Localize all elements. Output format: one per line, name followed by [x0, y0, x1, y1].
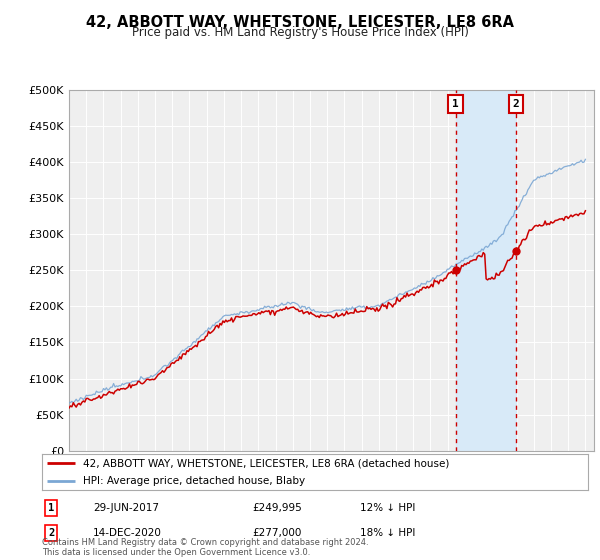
Text: 2: 2	[512, 99, 519, 109]
Text: Price paid vs. HM Land Registry's House Price Index (HPI): Price paid vs. HM Land Registry's House …	[131, 26, 469, 39]
Text: £277,000: £277,000	[252, 528, 301, 538]
Text: 18% ↓ HPI: 18% ↓ HPI	[360, 528, 415, 538]
Text: Contains HM Land Registry data © Crown copyright and database right 2024.
This d: Contains HM Land Registry data © Crown c…	[42, 538, 368, 557]
Text: 1: 1	[452, 99, 459, 109]
Text: 1: 1	[48, 503, 54, 513]
Text: 42, ABBOTT WAY, WHETSTONE, LEICESTER, LE8 6RA (detached house): 42, ABBOTT WAY, WHETSTONE, LEICESTER, LE…	[83, 458, 449, 468]
Text: 14-DEC-2020: 14-DEC-2020	[93, 528, 162, 538]
Text: 29-JUN-2017: 29-JUN-2017	[93, 503, 159, 513]
Bar	[455, 90, 516, 451]
Text: HPI: Average price, detached house, Blaby: HPI: Average price, detached house, Blab…	[83, 475, 305, 486]
Text: 42, ABBOTT WAY, WHETSTONE, LEICESTER, LE8 6RA: 42, ABBOTT WAY, WHETSTONE, LEICESTER, LE…	[86, 15, 514, 30]
Text: £249,995: £249,995	[252, 503, 302, 513]
Text: 12% ↓ HPI: 12% ↓ HPI	[360, 503, 415, 513]
Text: 2: 2	[48, 528, 54, 538]
